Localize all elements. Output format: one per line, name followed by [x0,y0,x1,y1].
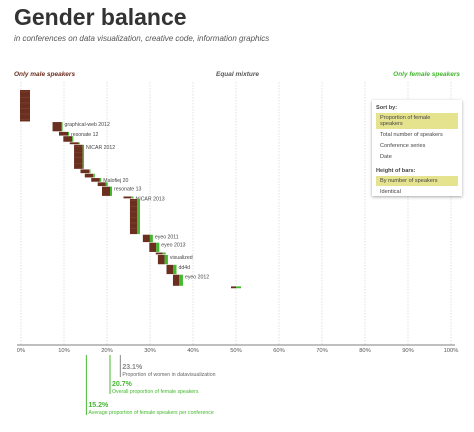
bar-label: Malofiej 20 [103,178,128,184]
bar-male [123,196,131,199]
height-option-by-number[interactable]: By number of speakers [376,176,458,186]
bar-male [91,178,100,182]
bar-label: visualized [170,255,193,261]
bar-female [68,131,69,136]
bar-male [155,252,163,255]
x-tick-label: 30% [144,348,156,354]
sort-panel: Sort by: Proportion of female speakers T… [372,100,462,196]
scale-label-male: Only male speakers [14,71,76,78]
bar-label: resonate 12 [71,132,99,138]
annotation-value: 23.1% [122,364,143,371]
bar-male [80,169,89,174]
bar-male [231,286,236,289]
bar-label: dd4d [179,265,191,271]
bar-male [74,144,83,169]
bar-male [52,122,62,132]
annotation-label: Average proportion of female speakers pe… [88,410,213,416]
bar-female [93,173,95,178]
bar-male [157,255,165,265]
x-tick-label: 60% [273,348,285,354]
sort-option-date[interactable]: Date [380,154,392,160]
bar-female [162,252,166,255]
bar-male [172,274,180,286]
bar-female [72,136,74,142]
annotation-label: Proportion of women in datavisualization [122,372,215,378]
annotation-label: Overall proportion of female speakers [112,389,199,395]
bar-male [149,242,157,252]
bar-female [78,142,80,145]
x-tick-label: 100% [444,348,459,354]
bar-female [99,178,102,182]
x-tick-label: 40% [187,348,199,354]
bar-male [166,264,173,275]
bar-male [59,131,68,136]
page-subtitle: in conferences on data visualization, cr… [14,34,270,43]
bar-label: eyeo 2013 [161,243,185,249]
scale-label-female: Only female speakers [393,71,460,78]
sort-option-total[interactable]: Total number of speakers [380,132,443,138]
x-tick-label: 80% [359,348,371,354]
bar-label: NICAR 2012 [86,145,115,151]
scale-label-equal: Equal mixture [216,71,259,78]
height-heading: Height of bars: [376,168,416,174]
bar-male [84,173,94,178]
sort-option-series[interactable]: Conference series [380,143,426,149]
bar-male [129,198,138,235]
bar-female [149,234,153,243]
bar-male [102,186,110,196]
bar-label: NICAR 2013 [136,197,165,203]
x-tick-label: 0% [17,348,25,354]
x-tick-label: 90% [402,348,414,354]
bar-female [110,186,112,196]
annotation-value: 15.2% [88,402,109,409]
bar-male [97,182,106,187]
bar-female [89,169,91,174]
x-tick-label: 20% [101,348,113,354]
x-tick-label: 70% [316,348,328,354]
bar-male [63,136,73,142]
bar-female [156,242,160,252]
bar-label: resonate 13 [114,187,142,193]
bar-female [105,182,108,187]
bar-female [236,286,241,289]
page-title: Gender balance [14,4,187,30]
height-option-identical[interactable]: Identical [380,189,401,195]
bar-male [69,142,79,145]
bar-label: graphical-web 2012 [65,122,110,128]
bar-female [61,122,63,132]
bar-female [179,274,183,286]
bar-label: eyeo 2011 [155,235,179,241]
bar-female [137,198,140,235]
bar-female [164,255,168,265]
sort-option-proportion[interactable]: Proportion of female speakers [376,113,458,129]
bar-male [142,234,150,243]
bar-label: eyeo 2012 [185,275,209,281]
bar-female [173,264,177,275]
bar-male [20,90,30,122]
x-tick-label: 50% [230,348,242,354]
sort-heading: Sort by: [376,105,398,111]
x-tick-label: 10% [58,348,70,354]
bar-female [82,144,85,169]
annotation-value: 20.7% [112,381,133,388]
bar-female [131,196,134,199]
